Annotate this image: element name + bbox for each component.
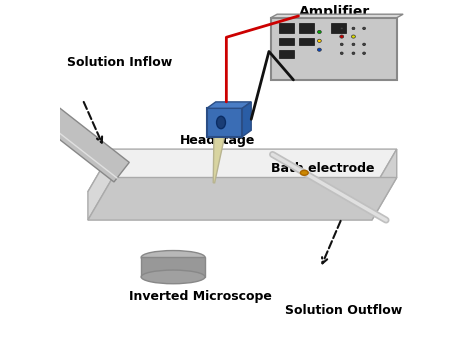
- Bar: [279, 38, 294, 45]
- Text: Bath electrode: Bath electrode: [271, 162, 374, 175]
- Ellipse shape: [363, 27, 365, 30]
- Bar: [279, 50, 294, 58]
- Ellipse shape: [318, 39, 321, 42]
- Ellipse shape: [363, 52, 365, 54]
- FancyBboxPatch shape: [207, 108, 242, 137]
- Bar: [299, 38, 314, 45]
- Ellipse shape: [340, 35, 344, 38]
- Polygon shape: [88, 178, 397, 220]
- Bar: [299, 23, 314, 33]
- Ellipse shape: [318, 31, 321, 34]
- Polygon shape: [88, 149, 397, 192]
- Text: Solution Inflow: Solution Inflow: [67, 56, 172, 69]
- Ellipse shape: [141, 251, 205, 264]
- Ellipse shape: [318, 48, 321, 51]
- Bar: [279, 23, 294, 33]
- Polygon shape: [213, 137, 225, 183]
- Ellipse shape: [340, 43, 343, 45]
- Polygon shape: [207, 102, 251, 108]
- Text: Solution Outflow: Solution Outflow: [285, 304, 402, 317]
- Bar: [331, 23, 346, 33]
- Text: Amplifier: Amplifier: [299, 5, 370, 20]
- Ellipse shape: [363, 43, 365, 45]
- Ellipse shape: [32, 102, 43, 111]
- Polygon shape: [271, 14, 403, 18]
- Polygon shape: [30, 97, 129, 182]
- Bar: [271, 18, 397, 80]
- Ellipse shape: [352, 27, 355, 30]
- Ellipse shape: [352, 52, 355, 54]
- Polygon shape: [242, 102, 251, 137]
- Text: Inverted Microscope: Inverted Microscope: [129, 290, 272, 303]
- Ellipse shape: [340, 52, 343, 54]
- Ellipse shape: [301, 170, 308, 175]
- Ellipse shape: [217, 116, 226, 129]
- Ellipse shape: [141, 270, 205, 284]
- Ellipse shape: [352, 43, 355, 45]
- Ellipse shape: [340, 27, 343, 30]
- Text: Headstage: Headstage: [180, 134, 255, 147]
- Polygon shape: [88, 149, 113, 220]
- Polygon shape: [141, 257, 205, 277]
- Polygon shape: [372, 149, 397, 220]
- Ellipse shape: [352, 35, 356, 38]
